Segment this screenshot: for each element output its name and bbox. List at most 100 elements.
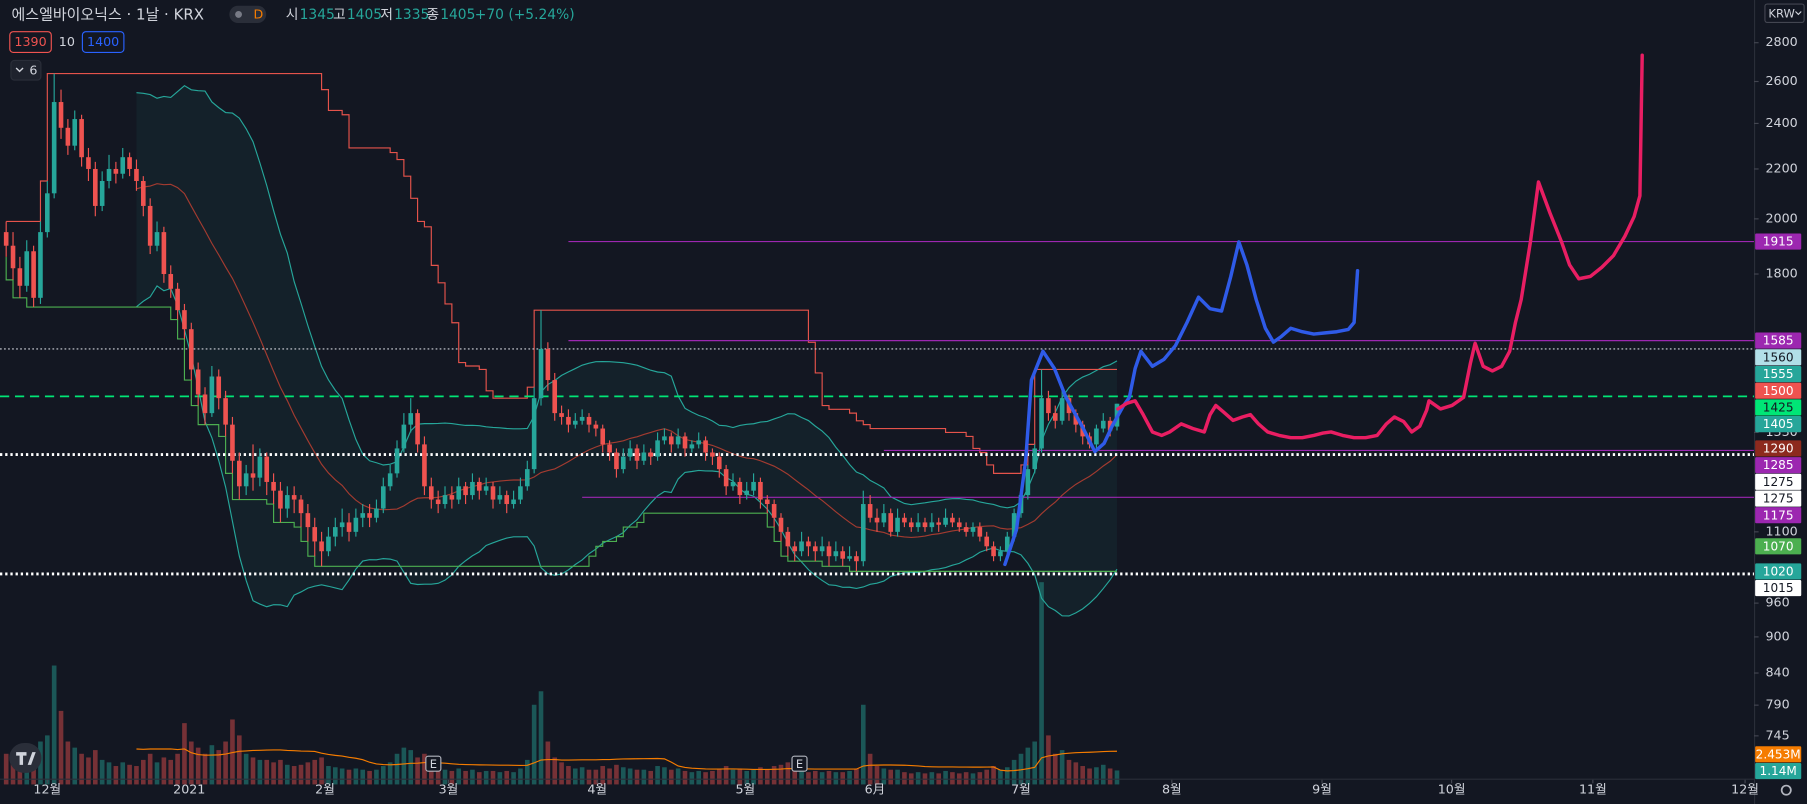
x-tick-label: 5월	[735, 782, 755, 797]
candle-body	[387, 473, 393, 487]
volume-bar	[915, 772, 921, 785]
price-tag	[1755, 563, 1802, 580]
volume-bar	[264, 759, 270, 785]
candle-body	[531, 398, 537, 470]
price-tag-label: 1175	[1763, 508, 1794, 522]
ui-layer: 에스엘바이오닉스 · 1날 · KRX D 시 1345 고 1405 저 13…	[9, 3, 1805, 796]
candle-body	[380, 486, 386, 509]
candle-body	[141, 180, 146, 206]
volume-bar	[751, 769, 756, 785]
volume-bar	[490, 770, 496, 785]
volume-bar	[641, 769, 647, 785]
candle-body	[1011, 513, 1017, 537]
volume-bar	[689, 772, 695, 785]
volume-bar	[758, 767, 763, 785]
x-tick-label: 12월	[33, 782, 61, 797]
volume-bar	[319, 757, 324, 785]
volume-bar	[847, 770, 852, 785]
candle-body	[614, 452, 619, 470]
candle-body	[860, 504, 866, 562]
volume-bar	[237, 735, 242, 785]
volume-bar	[332, 767, 338, 785]
volume-bar	[1094, 767, 1099, 785]
volume-bar	[744, 770, 750, 785]
candle-body	[284, 495, 290, 509]
candle-body	[1025, 469, 1031, 496]
price-tag-label: 1020	[1763, 564, 1794, 578]
x-tick-label: 12월	[1731, 782, 1759, 797]
buy-button[interactable]	[81, 31, 125, 53]
volume-bar	[682, 770, 688, 785]
volume-ma	[136, 748, 1117, 772]
price-tag-label: 1425	[1763, 401, 1794, 415]
volume-bar	[106, 762, 112, 785]
status-badge[interactable]	[229, 5, 267, 24]
x-tick-label: 6月	[865, 782, 886, 797]
volume-bar	[840, 772, 846, 785]
candle-body	[723, 469, 729, 487]
logo[interactable]	[9, 742, 42, 773]
candle-body	[991, 546, 996, 557]
candle-body	[970, 527, 976, 532]
candle-body	[812, 546, 818, 552]
ohlc-label: 저	[380, 7, 393, 23]
volume-bar	[374, 769, 379, 785]
candle-body	[751, 481, 756, 491]
candle-body	[943, 517, 948, 525]
volume-bar	[833, 772, 839, 785]
bollinger-upper	[136, 84, 1118, 509]
volume-bar	[127, 764, 132, 785]
volume-bar	[874, 766, 880, 785]
indicators-toggle[interactable]	[10, 59, 42, 81]
candle-body	[86, 157, 91, 169]
candle-body	[737, 481, 743, 496]
candle-body	[552, 380, 558, 414]
volume-bar	[737, 768, 743, 785]
volume-bar	[710, 770, 715, 785]
candle-body	[895, 517, 900, 532]
candle-body	[298, 499, 304, 514]
candle-body	[538, 348, 544, 399]
price-tag-label: 2.453M	[1756, 747, 1801, 761]
volume-bar	[216, 750, 222, 785]
candle-body	[662, 436, 667, 441]
candle-body	[312, 527, 318, 542]
candle-body	[470, 481, 475, 496]
volume-bar	[17, 762, 23, 785]
candle-body	[710, 452, 715, 457]
volume-bar	[607, 768, 612, 785]
candle-body	[586, 416, 592, 425]
volume-bar	[442, 769, 448, 785]
candle-body	[1100, 420, 1106, 429]
candle-body	[950, 517, 955, 523]
volume-bar	[3, 753, 9, 785]
candle-body	[99, 180, 105, 206]
symbol-title: 에스엘바이오닉스 · 1날 · KRX	[12, 5, 205, 23]
currency-button[interactable]	[1764, 3, 1805, 24]
candle-body	[600, 428, 606, 445]
candle-body	[518, 486, 523, 500]
volume-bar	[764, 769, 770, 785]
volume-bar	[449, 770, 455, 785]
volume-bar	[305, 762, 311, 785]
price-tag	[1755, 440, 1802, 457]
volume-bar	[806, 772, 811, 785]
candle-body	[504, 495, 510, 505]
price-tag	[1755, 399, 1802, 416]
volume-bar	[99, 759, 105, 785]
candle-body	[497, 495, 503, 500]
volume-bar	[154, 762, 160, 785]
volume-bar	[723, 766, 729, 785]
candle-body	[956, 522, 962, 528]
volume-bar	[428, 766, 434, 785]
settings-icon[interactable]	[1780, 784, 1792, 796]
volume-bar	[250, 757, 256, 785]
volume-bar	[195, 747, 201, 785]
candle-body	[936, 522, 942, 525]
candle-body	[593, 424, 599, 429]
volume-bar	[408, 750, 414, 785]
sell-button[interactable]	[9, 31, 52, 53]
hand-drawing-pink	[1116, 53, 1644, 440]
